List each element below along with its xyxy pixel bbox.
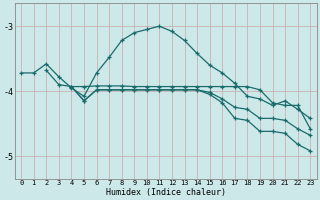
X-axis label: Humidex (Indice chaleur): Humidex (Indice chaleur) (106, 188, 226, 197)
